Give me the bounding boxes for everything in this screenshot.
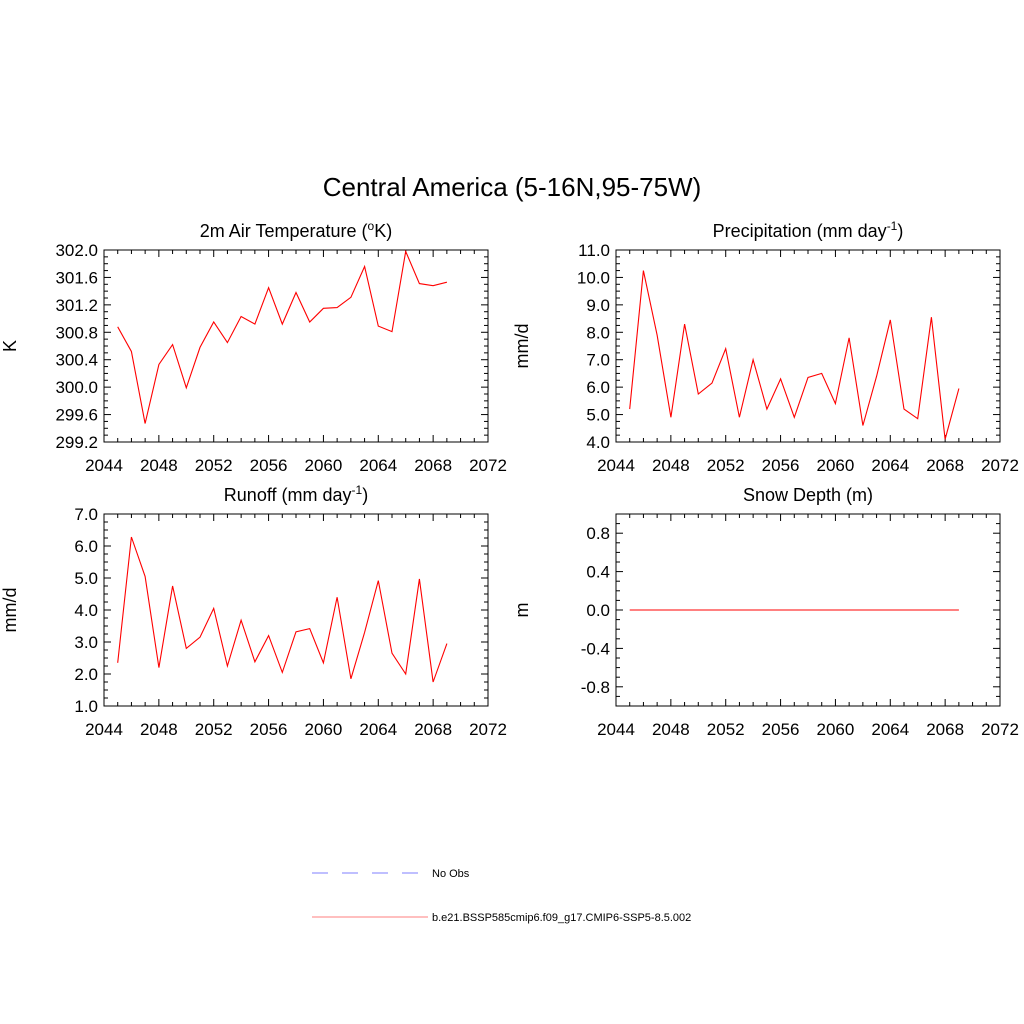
panel-snow-depth: 2044 2048 2052 2056 2060 2064 2068 2072 -0.8 -0.4… bbox=[512, 485, 1019, 739]
x-tick-label: 2056 bbox=[762, 720, 800, 739]
y-axis-label: mm/d bbox=[512, 324, 532, 369]
plot-frame bbox=[103, 513, 489, 707]
x-tick-label: 2072 bbox=[981, 456, 1019, 475]
panel-runoff: 2044 2048 2052 2056 2060 2064 2068 2072 1.0 2.0 3.… bbox=[0, 483, 507, 739]
y-tick-label: 300.8 bbox=[55, 323, 98, 342]
x-tick-label: 2068 bbox=[926, 720, 964, 739]
x-tick-label: 2060 bbox=[305, 720, 343, 739]
legend-label-no-obs: No Obs bbox=[432, 868, 470, 880]
x-tick-label: 2048 bbox=[652, 456, 690, 475]
x-tick-label: 2060 bbox=[305, 456, 343, 475]
x-tick-label: 2072 bbox=[469, 720, 507, 739]
y-tick-label: 0.0 bbox=[586, 601, 610, 620]
y-tick-label: 9.0 bbox=[586, 296, 610, 315]
y-tick-label: 302.0 bbox=[55, 241, 98, 260]
x-tick-label: 2060 bbox=[817, 720, 855, 739]
y-tick-label: 3.0 bbox=[74, 633, 98, 652]
legend: No Obs b.e21.BSSP585cmip6.f09_g17.CMIP6-… bbox=[312, 868, 691, 924]
y-tick-label: 4.0 bbox=[74, 601, 98, 620]
y-tick-label: 8.0 bbox=[586, 323, 610, 342]
y-tick-label: -0.8 bbox=[581, 678, 610, 697]
y-tick-label: 5.0 bbox=[586, 406, 610, 425]
series-line bbox=[117, 249, 448, 424]
y-tick-label: 300.4 bbox=[55, 351, 98, 370]
y-tick-label: 4.0 bbox=[586, 433, 610, 452]
x-tick-label: 2072 bbox=[469, 456, 507, 475]
x-tick-label: 2044 bbox=[597, 720, 635, 739]
x-tick-label: 2056 bbox=[762, 456, 800, 475]
y-tick-label: 299.6 bbox=[55, 406, 98, 425]
y-tick-label: 2.0 bbox=[74, 665, 98, 684]
x-tick-label: 2044 bbox=[85, 720, 123, 739]
y-tick-label: 6.0 bbox=[74, 537, 98, 556]
plot-frame bbox=[103, 249, 489, 443]
series-line bbox=[629, 270, 960, 440]
panel-title: 2m Air Temperature (oK) bbox=[200, 219, 392, 241]
x-tick-label: 2048 bbox=[140, 720, 178, 739]
y-axis-label: K bbox=[0, 340, 20, 352]
x-tick-label: 2056 bbox=[250, 720, 288, 739]
y-tick-label: 301.6 bbox=[55, 268, 98, 287]
panel-title: Runoff (mm day-1) bbox=[224, 483, 368, 505]
legend-label-model: b.e21.BSSP585cmip6.f09_g17.CMIP6-SSP5-8.… bbox=[432, 912, 691, 924]
y-tick-label: 7.0 bbox=[586, 351, 610, 370]
y-tick-label: 1.0 bbox=[74, 697, 98, 716]
y-tick-label: 11.0 bbox=[578, 241, 610, 260]
y-tick-label: 6.0 bbox=[586, 378, 610, 397]
x-tick-label: 2068 bbox=[414, 720, 452, 739]
x-tick-label: 2068 bbox=[926, 456, 964, 475]
x-tick-label: 2052 bbox=[707, 456, 745, 475]
x-tick-label: 2052 bbox=[195, 720, 233, 739]
x-tick-label: 2060 bbox=[817, 456, 855, 475]
panel-title: Precipitation (mm day-1) bbox=[713, 219, 904, 241]
y-axis-label: mm/d bbox=[0, 588, 20, 633]
x-tick-label: 2056 bbox=[250, 456, 288, 475]
x-tick-label: 2052 bbox=[707, 720, 745, 739]
x-tick-label: 2044 bbox=[597, 456, 635, 475]
y-tick-label: 0.8 bbox=[586, 524, 610, 543]
y-tick-label: 299.2 bbox=[55, 433, 98, 452]
x-tick-label: 2064 bbox=[359, 456, 397, 475]
y-tick-label: 0.4 bbox=[586, 563, 610, 582]
x-tick-label: 2048 bbox=[140, 456, 178, 475]
series-line bbox=[117, 536, 448, 683]
x-tick-label: 2044 bbox=[85, 456, 123, 475]
y-axis-label: m bbox=[512, 603, 532, 618]
figure-title: Central America (5-16N,95-75W) bbox=[323, 172, 702, 202]
panel-title: Snow Depth (m) bbox=[743, 485, 873, 505]
panel-precipitation: 2044 2048 2052 2056 2060 2064 2068 2072 4.0 5.0 6.… bbox=[512, 219, 1019, 475]
x-tick-label: 2064 bbox=[871, 456, 909, 475]
x-tick-label: 2068 bbox=[414, 456, 452, 475]
y-tick-label: 7.0 bbox=[74, 505, 98, 524]
y-tick-label: 300.0 bbox=[55, 378, 98, 397]
y-tick-label: 10.0 bbox=[577, 268, 610, 287]
y-tick-label: 5.0 bbox=[74, 569, 98, 588]
y-tick-label: 301.2 bbox=[55, 296, 98, 315]
x-tick-label: 2048 bbox=[652, 720, 690, 739]
panel-air-temperature: 2044 2048 2052 2056 2060 2064 2068 2072 299.2 299… bbox=[0, 219, 507, 475]
x-tick-label: 2064 bbox=[871, 720, 909, 739]
x-tick-label: 2052 bbox=[195, 456, 233, 475]
x-tick-label: 2072 bbox=[981, 720, 1019, 739]
x-tick-label: 2064 bbox=[359, 720, 397, 739]
y-tick-label: -0.4 bbox=[581, 639, 610, 658]
